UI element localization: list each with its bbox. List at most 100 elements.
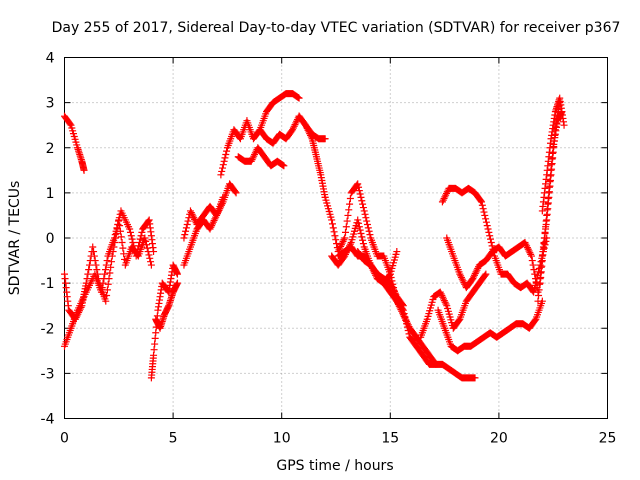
data-point xyxy=(232,189,240,197)
data-point xyxy=(251,151,259,159)
data-point xyxy=(142,241,150,249)
data-point xyxy=(71,315,79,323)
data-point xyxy=(355,183,363,191)
data-point xyxy=(523,242,531,250)
series-arc-a xyxy=(61,112,88,174)
data-point xyxy=(478,201,486,209)
data-point xyxy=(442,191,450,199)
data-point xyxy=(443,189,450,197)
data-point xyxy=(359,204,367,212)
data-point xyxy=(560,121,568,129)
data-point xyxy=(473,266,481,274)
series-arc-k xyxy=(295,112,329,201)
data-point xyxy=(441,298,449,306)
data-point xyxy=(481,211,489,219)
data-point xyxy=(111,239,119,247)
data-point xyxy=(337,242,345,250)
data-point xyxy=(363,220,371,228)
data-point xyxy=(116,227,124,235)
data-point xyxy=(290,122,298,130)
data-point xyxy=(183,220,191,228)
x-axis-label: GPS time / hours xyxy=(276,458,393,474)
data-point xyxy=(440,195,448,203)
data-point xyxy=(359,236,367,244)
data-point xyxy=(82,279,90,287)
data-point xyxy=(190,214,198,222)
data-point xyxy=(337,241,345,249)
data-point xyxy=(472,268,480,276)
data-point xyxy=(75,308,83,316)
data-point xyxy=(474,264,482,272)
y-tick-label: 1 xyxy=(46,186,55,202)
data-point xyxy=(455,316,463,324)
data-point xyxy=(184,217,192,225)
data-point xyxy=(105,275,113,283)
data-point xyxy=(83,275,91,283)
data-point xyxy=(231,188,239,196)
data-point xyxy=(439,196,447,204)
data-point xyxy=(109,248,117,256)
data-point xyxy=(187,209,195,217)
data-point xyxy=(470,271,478,279)
x-tick-label: 15 xyxy=(381,431,399,447)
data-point xyxy=(403,317,411,325)
data-point xyxy=(470,273,478,281)
data-point xyxy=(331,232,339,240)
data-point xyxy=(399,311,407,319)
data-point xyxy=(147,258,155,266)
series-arc-m xyxy=(328,216,401,287)
series-arc-q xyxy=(434,297,546,355)
series-arc-v xyxy=(538,94,568,215)
data-point xyxy=(222,151,230,159)
data-point xyxy=(189,212,197,220)
data-point xyxy=(385,271,393,279)
series-arc-j xyxy=(256,112,329,147)
data-point xyxy=(442,300,450,308)
data-point xyxy=(523,244,531,252)
data-point xyxy=(390,288,398,296)
data-point xyxy=(77,303,85,311)
data-point xyxy=(459,277,467,285)
data-point xyxy=(440,295,448,303)
data-points xyxy=(61,90,568,382)
data-point xyxy=(138,228,146,236)
data-point xyxy=(399,302,407,310)
data-point xyxy=(358,233,366,241)
data-point xyxy=(103,292,111,300)
data-point xyxy=(387,281,395,289)
data-point xyxy=(482,218,490,226)
chart-title: Day 255 of 2017, Sidereal Day-to-day VTE… xyxy=(52,20,621,36)
data-point xyxy=(356,190,364,198)
y-tick-label: 0 xyxy=(46,231,55,247)
data-point xyxy=(89,243,97,251)
data-point xyxy=(388,283,396,291)
data-point xyxy=(437,290,445,298)
data-point xyxy=(108,252,116,260)
data-point xyxy=(210,217,218,225)
data-point xyxy=(302,121,310,129)
data-point xyxy=(94,270,102,278)
data-point xyxy=(393,248,401,256)
data-point xyxy=(146,254,154,262)
data-point xyxy=(531,270,539,278)
data-point xyxy=(365,227,373,235)
data-point xyxy=(458,275,466,283)
data-point xyxy=(80,166,88,174)
data-point xyxy=(302,123,310,131)
data-point xyxy=(182,227,190,235)
data-point xyxy=(93,266,101,274)
data-point xyxy=(90,248,98,256)
data-point xyxy=(180,234,188,242)
data-point xyxy=(75,307,83,315)
data-point xyxy=(346,200,354,208)
y-tick-label: 3 xyxy=(46,96,55,112)
data-point xyxy=(102,261,110,269)
x-tick-label: 0 xyxy=(60,431,69,447)
data-point xyxy=(438,198,446,206)
data-point xyxy=(208,220,216,228)
data-point xyxy=(305,128,313,136)
data-point xyxy=(531,316,539,324)
y-tick-label: 2 xyxy=(46,141,55,157)
data-point xyxy=(366,231,374,239)
data-point xyxy=(345,206,353,214)
